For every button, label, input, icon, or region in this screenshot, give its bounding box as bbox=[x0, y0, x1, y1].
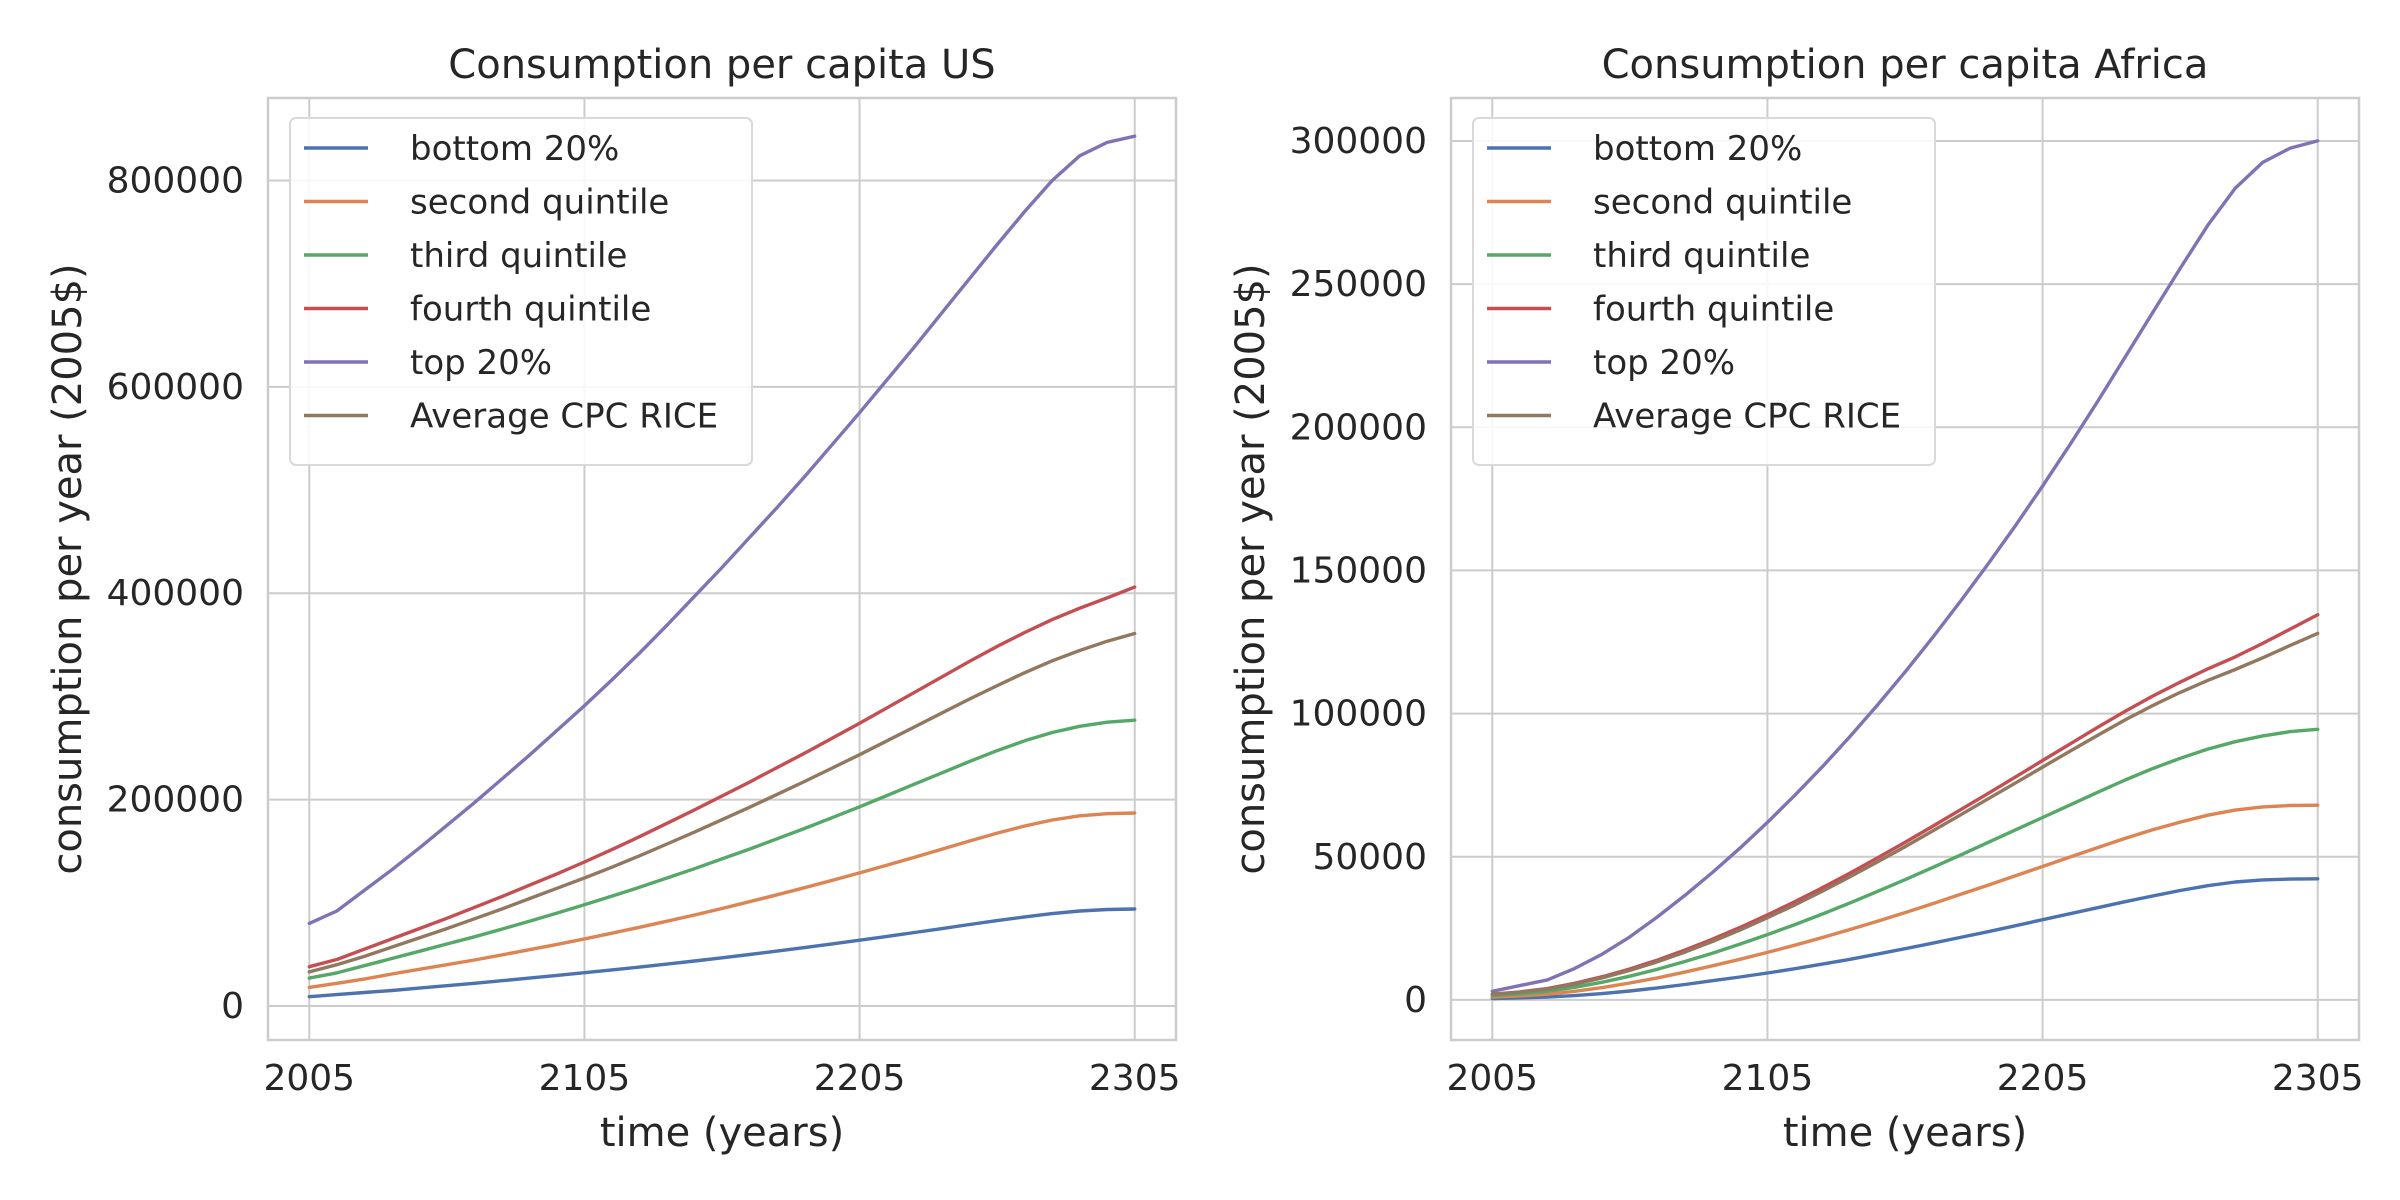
legend-label: fourth quintile bbox=[1593, 290, 1834, 330]
ticks-us: 2005 2105 2205 2305 0 200000 400000 600000 80000… bbox=[107, 161, 1181, 1099]
legend-label: second quintile bbox=[410, 183, 669, 223]
y-axis-label-us: consumption per year (2005$) bbox=[45, 263, 91, 874]
plot-frame-africa bbox=[1449, 96, 2361, 1042]
series-line bbox=[307, 134, 1137, 926]
series-group-us bbox=[307, 134, 1137, 999]
legend-label: second quintile bbox=[1593, 183, 1852, 223]
x-tick-label: 2105 bbox=[539, 1058, 631, 1099]
y-tick-label: 0 bbox=[221, 986, 244, 1027]
y-tick-label: 200000 bbox=[107, 780, 244, 821]
legend-label: third quintile bbox=[1593, 236, 1810, 276]
legend-label: bottom 20% bbox=[410, 129, 619, 169]
series-line bbox=[307, 631, 1137, 974]
legend-label: Average CPC RICE bbox=[1593, 397, 1901, 437]
series-line bbox=[1490, 727, 2320, 998]
series-line bbox=[1490, 139, 2320, 993]
x-tick-label: 2205 bbox=[1997, 1058, 2089, 1099]
legend-label: Average CPC RICE bbox=[410, 397, 718, 437]
x-tick-label: 2305 bbox=[1089, 1058, 1181, 1099]
legend-africa: bottom 20% second quintile third quintile f… bbox=[1472, 117, 1936, 466]
y-tick-label: 200000 bbox=[1290, 407, 1427, 448]
y-tick-label: 800000 bbox=[107, 161, 244, 202]
legend-label: bottom 20% bbox=[1593, 129, 1802, 169]
x-tick-label: 2005 bbox=[1446, 1058, 1538, 1099]
y-tick-label: 50000 bbox=[1312, 837, 1427, 878]
series-line bbox=[1490, 631, 2320, 997]
series-group-africa bbox=[1490, 139, 2320, 1001]
x-axis-label-us: time (years) bbox=[600, 1110, 844, 1156]
x-tick-label: 2205 bbox=[814, 1058, 906, 1099]
ticks-africa: 2005 2105 2205 2305 0 50000 100000 150000 200000… bbox=[1290, 121, 2364, 1099]
panel-us: 2005 2105 2205 2305 0 200000 400000 600000 80000… bbox=[45, 42, 1181, 1156]
y-tick-label: 400000 bbox=[107, 573, 244, 614]
legend-us: bottom 20% second quintile third quintile f… bbox=[289, 117, 753, 466]
y-tick-label: 250000 bbox=[1290, 264, 1427, 305]
series-line bbox=[307, 585, 1137, 969]
y-tick-label: 100000 bbox=[1290, 694, 1427, 735]
chart-title-us: Consumption per capita US bbox=[448, 42, 995, 88]
series-line bbox=[1490, 877, 2320, 1001]
legend-label: top 20% bbox=[410, 343, 552, 383]
legend-label: top 20% bbox=[1593, 343, 1735, 383]
legend-label: fourth quintile bbox=[410, 290, 651, 330]
x-axis-label-africa: time (years) bbox=[1783, 1110, 2027, 1156]
series-line bbox=[307, 718, 1137, 980]
x-tick-label: 2105 bbox=[1722, 1058, 1814, 1099]
series-line bbox=[1490, 803, 2320, 999]
chart-title-africa: Consumption per capita Africa bbox=[1602, 42, 2209, 88]
y-tick-label: 150000 bbox=[1290, 550, 1427, 591]
series-line bbox=[307, 811, 1137, 990]
panel-africa: 2005 2105 2205 2305 0 50000 100000 150000 200000… bbox=[1228, 42, 2364, 1156]
x-tick-label: 2305 bbox=[2272, 1058, 2364, 1099]
legend-box bbox=[1472, 117, 1936, 466]
y-tick-label: 600000 bbox=[107, 367, 244, 408]
x-tick-label: 2005 bbox=[263, 1058, 355, 1099]
y-axis-label-africa: consumption per year (2005$) bbox=[1228, 263, 1274, 874]
y-tick-label: 300000 bbox=[1290, 121, 1427, 162]
plot-frame-us bbox=[266, 96, 1178, 1042]
legend-box bbox=[289, 117, 753, 466]
y-tick-label: 0 bbox=[1404, 980, 1427, 1021]
series-line bbox=[307, 907, 1137, 999]
legend-label: third quintile bbox=[410, 236, 627, 276]
